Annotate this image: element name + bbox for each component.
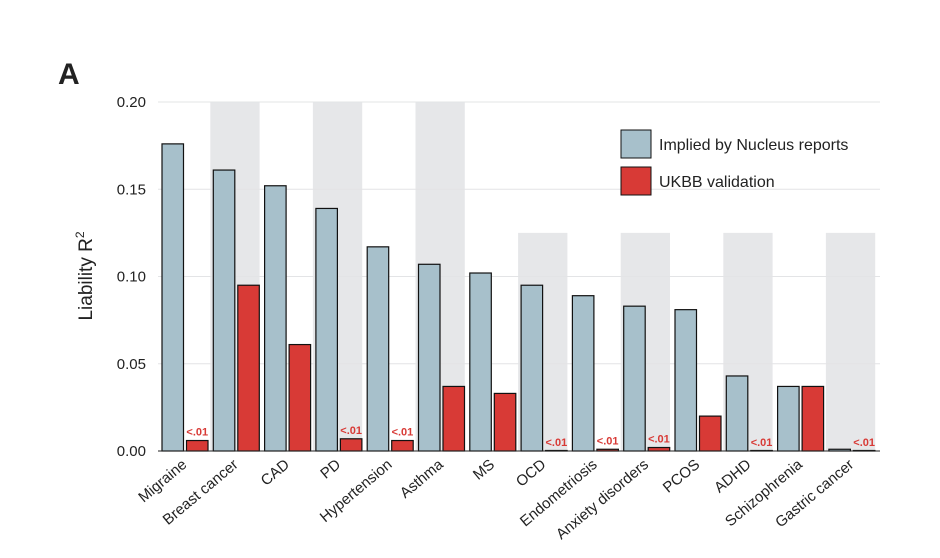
bar-ukbb-pcos bbox=[698, 415, 722, 452]
bar-nucleus-schizophrenia bbox=[776, 385, 800, 452]
x-tick-label: ADHD bbox=[711, 456, 755, 496]
bar-ukbb-anxiety-disorders bbox=[647, 446, 671, 452]
legend-label-nucleus: Implied by Nucleus reports bbox=[659, 137, 848, 154]
annotation-label: <.01 bbox=[340, 425, 362, 437]
shade-band-13 bbox=[825, 232, 876, 451]
y-tick-label: 0.00 bbox=[117, 443, 146, 460]
bar-ukbb-pd bbox=[339, 438, 363, 452]
bar-nucleus-breast-cancer bbox=[212, 169, 236, 452]
bar-nucleus-ms bbox=[469, 272, 492, 452]
y-axis-title-superscript: 2 bbox=[73, 231, 87, 238]
bar-ukbb-ms bbox=[493, 392, 517, 452]
annotation-label: <.01 bbox=[597, 435, 619, 447]
legend-swatch-ukbb bbox=[620, 166, 652, 196]
x-tick-label: PCOS bbox=[660, 456, 703, 496]
bar-ukbb-schizophrenia bbox=[801, 385, 825, 452]
annotation-label: <.01 bbox=[853, 437, 875, 449]
legend-swatch-nucleus bbox=[620, 129, 652, 159]
bar-nucleus-hypertension bbox=[366, 246, 390, 452]
bar-ukbb-asthma bbox=[442, 385, 466, 452]
y-tick-label: 0.20 bbox=[117, 94, 146, 111]
annotation-label: <.01 bbox=[545, 437, 567, 449]
bar-nucleus-pcos bbox=[674, 309, 698, 452]
bar-nucleus-pd bbox=[315, 207, 338, 452]
annotation-label: <.01 bbox=[186, 427, 208, 439]
bar-nucleus-asthma bbox=[417, 263, 441, 452]
bar-series bbox=[161, 143, 876, 452]
bar-nucleus-migraine bbox=[161, 143, 185, 452]
x-tick-label: OCD bbox=[513, 456, 550, 491]
y-tick-label: 0.05 bbox=[117, 356, 146, 373]
x-tick-label: Anxiety disorders bbox=[553, 456, 652, 543]
y-tick-label: 0.10 bbox=[117, 269, 146, 286]
bar-ukbb-cad bbox=[288, 343, 312, 452]
panel-label: A bbox=[58, 58, 80, 91]
annotation-label: <.01 bbox=[648, 434, 670, 446]
y-axis-title-text: Liability R bbox=[76, 238, 97, 320]
legend: Implied by Nucleus reports UKBB validati… bbox=[620, 129, 848, 196]
x-tick-label: MS bbox=[470, 456, 498, 483]
bar-nucleus-ocd bbox=[520, 284, 544, 452]
legend-label-ukbb: UKBB validation bbox=[659, 174, 775, 191]
bar-nucleus-anxiety-disorders bbox=[623, 305, 646, 452]
x-tick-label: CAD bbox=[258, 456, 293, 489]
y-tick-label: 0.15 bbox=[117, 181, 146, 198]
bar-ukbb-breast-cancer bbox=[237, 284, 260, 452]
bar-nucleus-adhd bbox=[725, 375, 749, 452]
y-axis-ticks: 0.00 0.05 0.10 0.15 0.20 bbox=[117, 94, 146, 460]
x-tick-label: PD bbox=[317, 456, 344, 483]
annotation-label: <.01 bbox=[751, 437, 773, 449]
bar-annotations: <.01 <.01 <.01 <.01 <.01 <.01 <.01 <.01 bbox=[186, 425, 875, 449]
y-axis-title: Liability R2 bbox=[73, 231, 97, 320]
bar-ukbb-hypertension bbox=[391, 439, 414, 452]
bar-ukbb-migraine bbox=[185, 439, 209, 452]
annotation-label: <.01 bbox=[392, 427, 414, 439]
bar-nucleus-endometriosis bbox=[571, 295, 595, 452]
x-tick-label: Asthma bbox=[397, 456, 447, 502]
bar-nucleus-cad bbox=[264, 185, 287, 452]
